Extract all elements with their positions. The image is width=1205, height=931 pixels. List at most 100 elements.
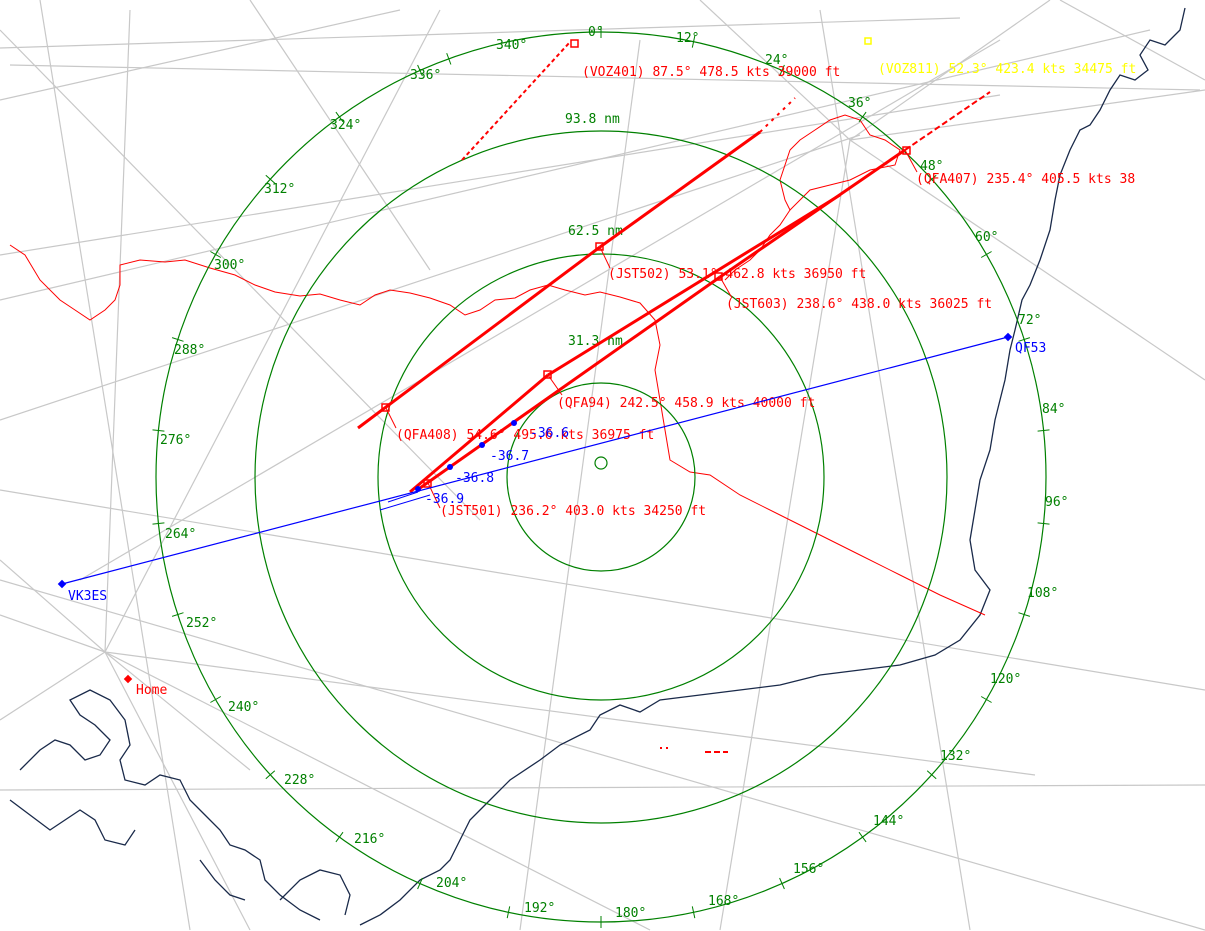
bearing-tick [858, 831, 867, 843]
bearing-tick [210, 251, 222, 258]
bearing-label: 108° [1027, 586, 1058, 601]
bearing-tick [152, 522, 165, 525]
bearing-labels: 0° 12° 24° 36° 48° 60° 72° 84° 96° 108° … [160, 25, 1068, 921]
path-point [447, 464, 453, 470]
aircraft-marker-jst502[interactable] [595, 242, 604, 251]
bearing-tick [506, 906, 511, 919]
range-labels: 31.3 nm 62.5 nm 93.8 nm [565, 112, 623, 349]
bearing-label: 168° [708, 894, 739, 909]
path-value: -36.7 [490, 449, 529, 464]
path-value: -36.9 [425, 492, 464, 507]
aircraft-markers [381, 37, 911, 488]
qf53-marker[interactable] [1003, 332, 1013, 342]
bearing-tick [779, 877, 785, 890]
bearing-label: 60° [975, 230, 998, 245]
home-label: Home [136, 683, 167, 698]
bearing-tick [1037, 522, 1050, 525]
aircraft-label-voz811[interactable]: (VOZ811) 52.3° 423.4 kts 34475 ft [878, 62, 1136, 77]
bearing-tick [926, 770, 937, 780]
aircraft-label-qfa408[interactable]: (QFA408) 54.6° 495.6 kts 36975 ft [396, 428, 654, 443]
bearing-label: 72° [1018, 313, 1041, 328]
path-point [511, 420, 517, 426]
bearing-label: 288° [174, 343, 205, 358]
bearing-label: 120° [990, 672, 1021, 687]
bearing-tick [1018, 337, 1031, 342]
home-marker[interactable] [123, 674, 133, 684]
aircraft-label-voz401[interactable]: (VOZ401) 87.5° 478.5 kts 39000 ft [582, 65, 840, 80]
bearing-label: 156° [793, 862, 824, 877]
range-label-middle: 62.5 nm [568, 224, 623, 239]
bearing-label: 276° [160, 433, 191, 448]
bearing-tick [152, 429, 165, 432]
bearing-tick [265, 770, 276, 780]
aircraft-label-jst501[interactable]: (JST501) 236.2° 403.0 kts 34250 ft [440, 504, 706, 519]
coastline [9, 7, 1186, 926]
bearing-label: 36° [848, 96, 871, 111]
aircraft-label-qfa94[interactable]: (QFA94) 242.5° 458.9 kts 40000 ft [557, 396, 815, 411]
bearing-label: 240° [228, 700, 259, 715]
station-label-qf53: QF53 [1015, 341, 1046, 356]
path-value: -36.8 [455, 471, 494, 486]
bearing-tick [417, 877, 423, 890]
range-label-outer: 93.8 nm [565, 112, 620, 127]
bearing-tick [980, 251, 992, 258]
bearing-tick [1018, 612, 1031, 617]
path-value: -36.6 [530, 426, 569, 441]
bearing-tick [265, 174, 276, 184]
bearing-tick [926, 174, 937, 184]
bearing-tick [335, 831, 344, 843]
path-point [415, 486, 421, 492]
bearing-tick [779, 64, 785, 77]
bearing-tick [417, 64, 423, 77]
bearing-label: 12° [676, 31, 699, 46]
aircraft-marker-qfa94[interactable] [543, 370, 552, 379]
bearing-tick [446, 53, 452, 65]
bearing-tick [171, 612, 184, 617]
bearing-tick [335, 111, 344, 123]
bearing-label: 228° [284, 773, 315, 788]
bearing-label: 324° [330, 118, 361, 133]
bearing-label: 132° [940, 749, 971, 764]
bearing-tick [980, 696, 992, 703]
home-marker-group: Home [123, 674, 167, 698]
bearing-label: 180° [615, 906, 646, 921]
aircraft-marker-voz811[interactable] [864, 37, 872, 45]
bearing-label: 96° [1045, 495, 1068, 510]
bearing-ticks [152, 26, 1050, 928]
vk3es-marker[interactable] [57, 579, 67, 589]
bearing-label: 312° [264, 182, 295, 197]
aircraft-marker-voz401[interactable] [570, 39, 579, 48]
bearing-label: 24° [765, 53, 788, 68]
bearing-tick [858, 111, 867, 123]
station-label-vk3es: VK3ES [68, 589, 107, 604]
bearing-tick [691, 35, 696, 48]
bearing-label: 144° [873, 814, 904, 829]
bearing-tick [171, 337, 184, 342]
bearing-tick [1037, 429, 1050, 432]
bearing-label: 204° [436, 876, 467, 891]
bearing-label: 48° [920, 159, 943, 174]
bearing-label: 84° [1042, 402, 1065, 417]
path-point [479, 442, 485, 448]
bearing-label: 300° [214, 258, 245, 273]
bearing-label: 216° [354, 832, 385, 847]
bearing-label: 340° [496, 38, 527, 53]
aircraft-marker-jst603[interactable] [714, 272, 723, 281]
bearing-label: 264° [165, 527, 196, 542]
propagation-path: -36.6 -36.7 -36.8 -36.9 VK3ES QF53 [57, 332, 1046, 604]
aircraft-marker-qfa407[interactable] [902, 146, 911, 155]
aircraft-label-jst502[interactable]: (JST502) 53.1° 462.8 kts 36950 ft [608, 267, 866, 282]
bearing-label: 192° [524, 901, 555, 916]
aircraft-marker-jst501[interactable] [423, 479, 432, 488]
aircraft-labels: (VOZ401) 87.5° 478.5 kts 39000 ft (QFA40… [396, 62, 1136, 519]
bearing-label: 252° [186, 616, 217, 631]
aircraft-marker-qfa408[interactable] [381, 403, 390, 412]
bearing-tick [210, 696, 222, 703]
bearing-label: 0° [588, 25, 604, 40]
bearing-tick [691, 906, 696, 919]
bearing-label: 336° [410, 68, 441, 83]
aircraft-label-jst603[interactable]: (JST603) 238.6° 438.0 kts 36025 ft [726, 297, 992, 312]
aircraft-label-qfa407[interactable]: (QFA407) 235.4° 405.5 kts 38 [916, 172, 1135, 187]
